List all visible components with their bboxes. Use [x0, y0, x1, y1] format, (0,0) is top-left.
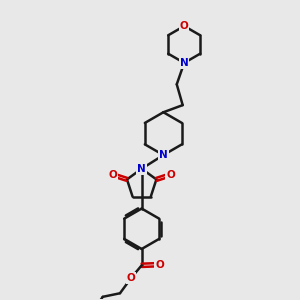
Text: O: O	[109, 170, 117, 180]
Text: O: O	[127, 273, 136, 283]
Text: N: N	[180, 58, 189, 68]
Text: N: N	[137, 164, 146, 174]
Text: N: N	[159, 150, 168, 160]
Text: O: O	[155, 260, 164, 270]
Text: O: O	[166, 170, 175, 180]
Text: O: O	[180, 21, 189, 31]
